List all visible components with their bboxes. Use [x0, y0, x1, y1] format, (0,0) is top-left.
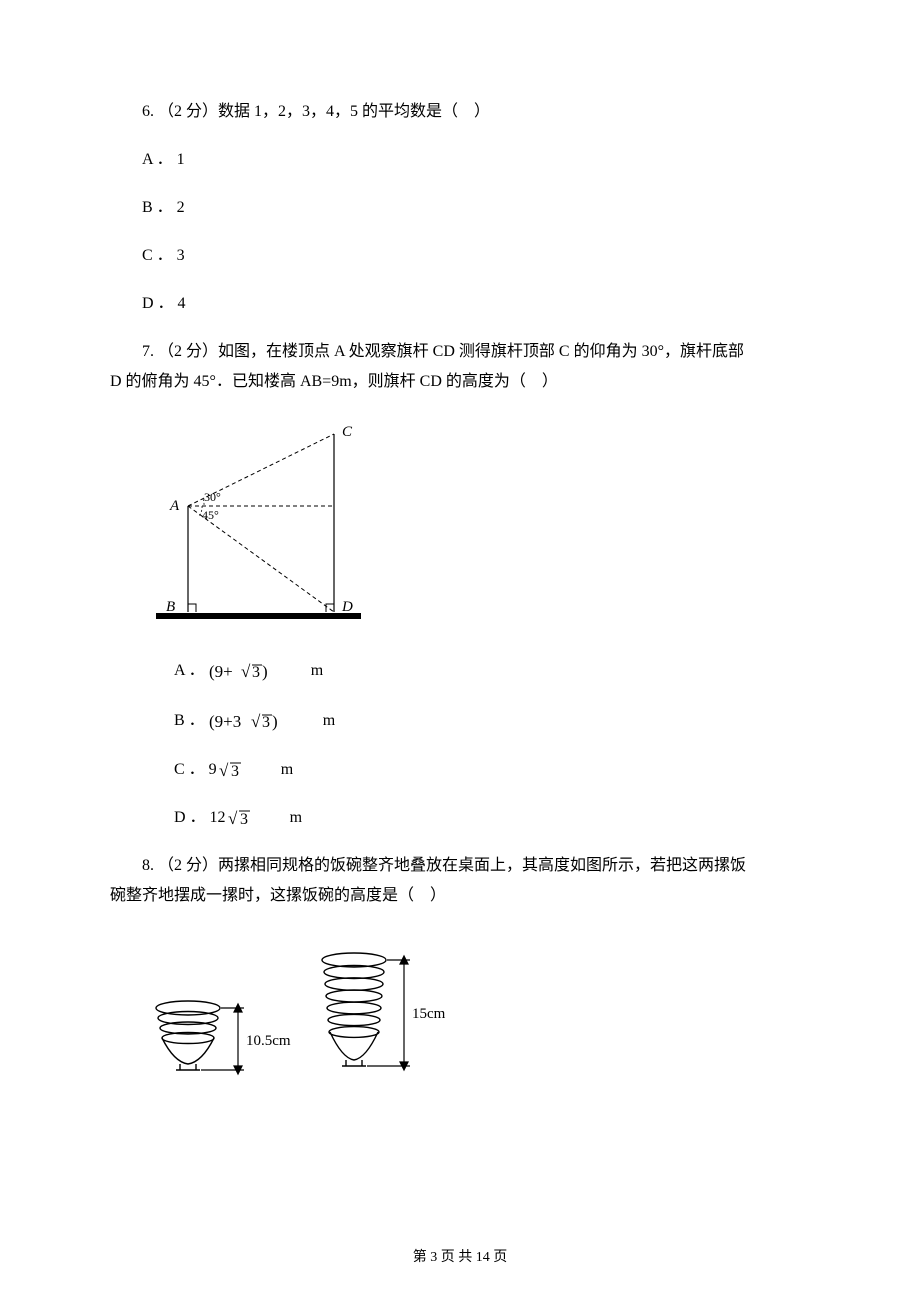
q6-stem: 6. （2 分）数据 1，2，3，4，5 的平均数是（ ） [110, 100, 810, 124]
sqrt3-d: √ 3 [228, 806, 256, 830]
svg-text:√: √ [228, 809, 238, 828]
svg-text:(9+: (9+ [209, 662, 233, 681]
q7-d-unit: m [258, 806, 302, 830]
q7-c-prefix: C ． 9 [142, 758, 217, 782]
q7-a-unit: m [279, 659, 323, 683]
q6-option-c: C ． 3 [110, 244, 810, 268]
angle-45: 45° [202, 508, 219, 522]
exam-page: 6. （2 分）数据 1，2，3，4，5 的平均数是（ ） A ． 1 B ． … [0, 0, 920, 1302]
svg-text:): ) [262, 662, 268, 681]
q7-stem-line1: 7. （2 分）如图，在楼顶点 A 处观察旗杆 CD 测得旗杆顶部 C 的仰角为… [110, 340, 810, 364]
q8-figure: 10.5cm [146, 930, 810, 1088]
svg-text:3: 3 [231, 763, 239, 780]
q7-stem-line2: D 的俯角为 45°．已知楼高 AB=9m，则旗杆 CD 的高度为（ [110, 373, 526, 390]
q8-diagram-svg: 10.5cm [146, 930, 456, 1080]
angle-30: 30° [204, 490, 221, 504]
svg-text:√: √ [241, 662, 251, 681]
label-A: A [169, 498, 180, 514]
q7-option-a: A ． (9+ √ 3 ) m [110, 658, 810, 684]
expr-9-plus-3sqrt3: (9+3 √ 3 ) [207, 708, 289, 734]
right-stack [322, 953, 386, 1066]
q6-option-b: B ． 2 [110, 196, 810, 220]
svg-text:(9+3: (9+3 [209, 712, 241, 731]
page-footer: 第 3 页 共 14 页 [0, 1247, 920, 1268]
q6-option-d: D ． 4 [110, 292, 810, 316]
right-label: 15cm [412, 1006, 446, 1022]
left-stack [156, 1001, 220, 1070]
q8-stem-suffix: ） [430, 887, 446, 904]
q8-stem-line2: 碗整齐地摆成一摞时，这摞饭碗的高度是（ [110, 887, 414, 904]
q7-option-c: C ． 9 √ 3 m [110, 758, 810, 782]
label-D: D [341, 599, 353, 615]
q7-b-unit: m [291, 709, 335, 733]
q7-d-prefix: D ． 12 [142, 806, 226, 830]
label-B: B [166, 599, 175, 615]
left-dim [201, 1004, 244, 1074]
q7-figure: A B C D 30° 45° [146, 416, 810, 634]
q7-b-prefix: B ． [142, 709, 205, 733]
q7-stem-line2-wrap: D 的俯角为 45°．已知楼高 AB=9m，则旗杆 CD 的高度为（ ） [110, 370, 810, 394]
q7-a-prefix: A ． [142, 659, 205, 683]
expr-9-plus-sqrt3: (9+ √ 3 ) [207, 658, 277, 684]
q7-option-b: B ． (9+3 √ 3 ) m [110, 708, 810, 734]
q7-option-d: D ． 12 √ 3 m [110, 806, 810, 830]
svg-text:3: 3 [262, 714, 270, 731]
q7-diagram-svg: A B C D 30° 45° [146, 416, 376, 626]
svg-text:): ) [272, 712, 278, 731]
left-label: 10.5cm [246, 1033, 291, 1049]
q6-option-a: A ． 1 [110, 148, 810, 172]
right-dim [367, 956, 410, 1070]
label-C: C [342, 424, 353, 440]
svg-text:√: √ [219, 761, 229, 780]
q8-stem-line2-wrap: 碗整齐地摆成一摞时，这摞饭碗的高度是（ ） [110, 884, 810, 908]
q7-c-unit: m [249, 758, 293, 782]
q6-stem-suffix: ） [474, 103, 490, 120]
svg-text:3: 3 [252, 664, 260, 681]
right-angle-B [188, 604, 196, 612]
sqrt3-c: √ 3 [219, 758, 247, 782]
svg-text:√: √ [251, 712, 261, 731]
q8-stem-line1: 8. （2 分）两摞相同规格的饭碗整齐地叠放在桌面上，其高度如图所示，若把这两摞… [110, 854, 810, 878]
q6-stem-text: 6. （2 分）数据 1，2，3，4，5 的平均数是（ [142, 103, 458, 120]
svg-text:3: 3 [240, 811, 248, 828]
q7-stem-suffix: ） [542, 373, 558, 390]
